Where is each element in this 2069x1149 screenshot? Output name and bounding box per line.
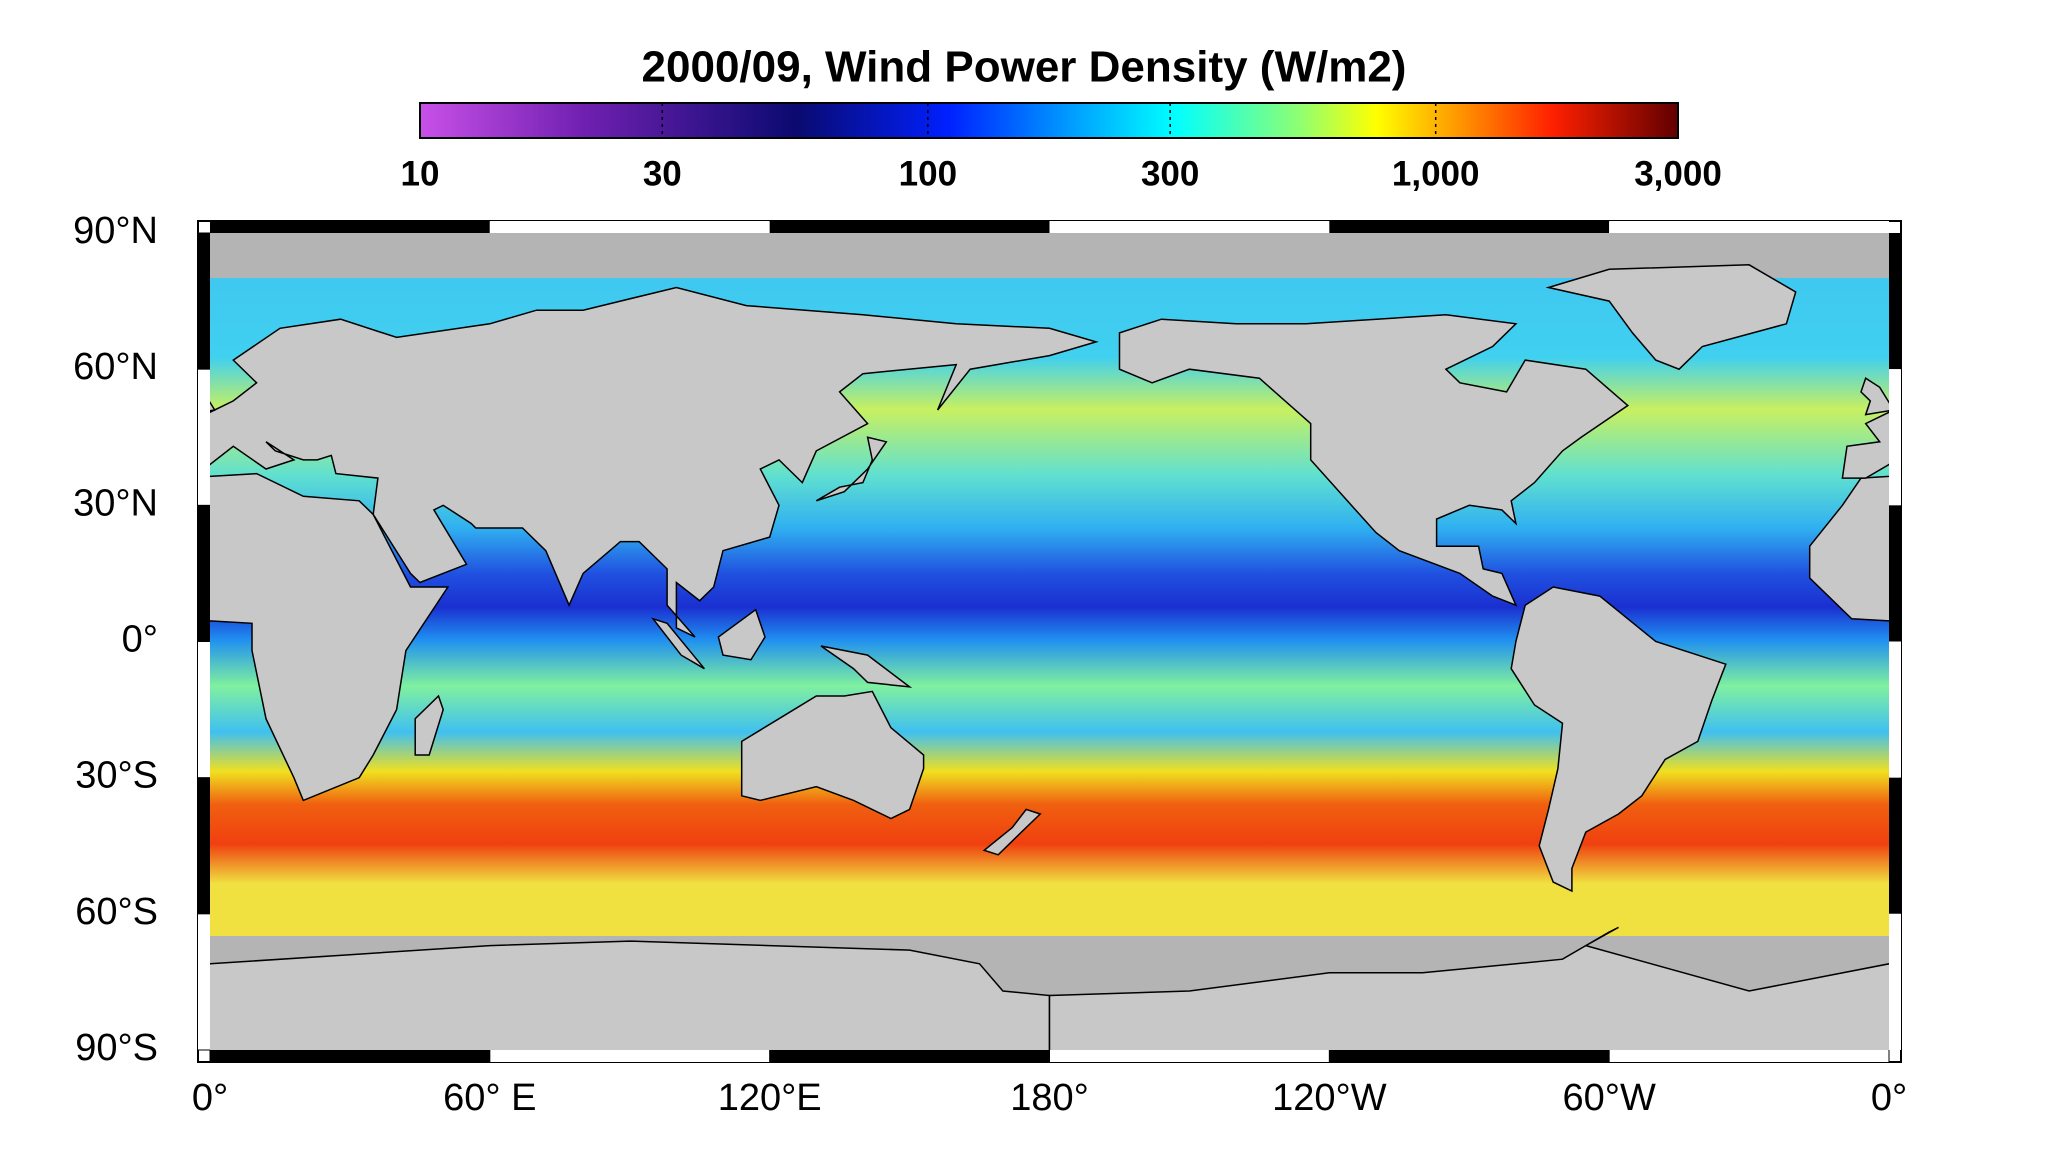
frame-band	[1889, 777, 1901, 914]
frame-band	[1889, 233, 1901, 370]
frame-band	[198, 505, 210, 642]
lat-tick-label: 0°	[122, 619, 158, 661]
frame-band	[210, 1050, 490, 1062]
frame-band	[769, 1050, 1050, 1062]
land	[414, 694, 444, 756]
land	[0, 587, 47, 891]
lon-tick-label: 0°	[1871, 1077, 1907, 1119]
land	[651, 617, 705, 670]
land	[1808, 475, 1889, 622]
lat-tick-label: 30°N	[73, 482, 158, 524]
colorbar-tick-label: 300	[1141, 154, 1199, 193]
frame-band	[210, 221, 490, 233]
frame-band	[198, 913, 210, 1050]
lon-tick-label: 60° E	[443, 1077, 536, 1119]
frame-band	[1889, 913, 1901, 1050]
lon-tick-label: 60°W	[1562, 1077, 1655, 1119]
colorbar-tick-label: 10	[401, 154, 440, 193]
lat-tick-label: 30°S	[75, 755, 158, 797]
land	[982, 808, 1042, 856]
land	[210, 400, 216, 412]
land	[1510, 586, 1727, 893]
land	[210, 472, 450, 802]
lon-tick-label: 0°	[192, 1077, 228, 1119]
colorbar-tick-label: 3,000	[1634, 154, 1722, 193]
title: 2000/09, Wind Power Density (W/m2)	[642, 43, 1407, 92]
land	[820, 645, 913, 688]
land	[815, 436, 888, 502]
lon-tick-label: 180°	[1010, 1077, 1089, 1119]
frame-band	[1609, 1050, 1889, 1062]
lat-tick-label: 90°N	[73, 210, 158, 252]
frame-band	[1049, 221, 1330, 233]
frame-band	[769, 221, 1050, 233]
frame-band	[1329, 1050, 1610, 1062]
frame-band	[198, 777, 210, 914]
lat-tick-label: 90°S	[75, 1027, 158, 1069]
lat-tick-label: 60°S	[75, 891, 158, 933]
lat-tick-label: 60°N	[73, 346, 158, 388]
colorbar-tick-label: 30	[643, 154, 682, 193]
colorbar-tick-label: 100	[899, 154, 957, 193]
land	[1545, 264, 1797, 371]
frame-band	[1329, 221, 1610, 233]
frame-band	[198, 641, 210, 778]
land	[1841, 411, 1889, 479]
lon-tick-label: 120°E	[718, 1077, 822, 1119]
map-area	[0, 233, 1889, 1050]
frame-band	[489, 1050, 770, 1062]
land	[740, 690, 925, 820]
land	[210, 940, 1051, 1050]
land	[1048, 926, 1889, 1050]
land	[210, 286, 1099, 638]
colorbar-tick-label: 1,000	[1392, 154, 1480, 193]
frame-band	[489, 221, 770, 233]
lon-tick-label: 120°W	[1272, 1077, 1387, 1119]
frame-band	[1889, 641, 1901, 778]
frame-band	[1049, 1050, 1330, 1062]
land	[717, 608, 766, 661]
land	[1860, 377, 1889, 416]
colorbar	[419, 102, 1679, 139]
frame-band	[1609, 221, 1889, 233]
land	[1118, 313, 1630, 607]
frame-band	[198, 233, 210, 370]
frame-band	[1889, 369, 1901, 506]
frame-band	[1889, 505, 1901, 642]
frame-band	[198, 369, 210, 506]
